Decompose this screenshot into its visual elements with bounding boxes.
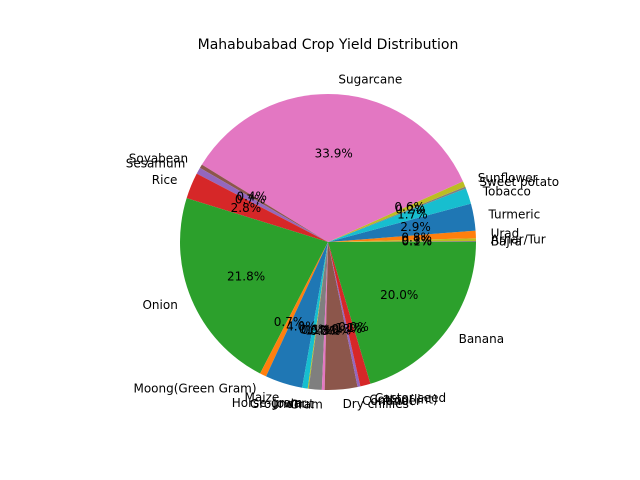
pie-slice-turmeric	[328, 203, 476, 242]
percent-label: 2.8%	[231, 201, 262, 215]
percent-label: 0.3%	[310, 324, 341, 338]
slice-label: Gram	[290, 398, 323, 412]
slice-label: Tobacco	[482, 184, 531, 198]
pie-slice-maize	[266, 242, 328, 388]
pie-slice-arhar-tur	[328, 238, 476, 242]
percent-label: 0.3%	[402, 234, 433, 248]
slice-label: Onion	[142, 298, 177, 312]
slice-label: Moong(Green Gram)	[133, 381, 256, 395]
pie-slice-sweet-potato	[328, 186, 466, 242]
percent-label: 0.1%	[402, 235, 433, 249]
pie-slice-horse-gram	[302, 242, 328, 389]
percent-label: 0.3%	[331, 322, 362, 336]
pie-slice-soyabean	[199, 164, 328, 242]
percent-label: 0.1%	[301, 323, 332, 337]
percent-label: 0.2%	[395, 202, 426, 216]
pie-slice-coriander	[328, 242, 361, 388]
slice-label: Sunflower	[478, 171, 538, 185]
percent-label: 1.1%	[335, 321, 366, 335]
pie-slices	[180, 93, 476, 390]
slice-label: Horse-gram	[232, 396, 303, 410]
percent-label: 0.6%	[394, 200, 425, 214]
slice-label: Sesamum	[126, 157, 186, 171]
percent-label: 33.9%	[315, 146, 353, 160]
slice-label: Jowar	[272, 396, 306, 410]
chart-title: Mahabubabad Crop Yield Distribution	[198, 37, 459, 53]
pie-slice-onion	[180, 198, 328, 374]
slice-label: Urad	[491, 227, 520, 241]
pie-slice-rice	[186, 173, 328, 242]
slice-label: Banana	[459, 332, 505, 346]
slice-label: Rice	[152, 173, 178, 187]
percent-label: 0.7%	[235, 192, 266, 206]
pie-slice-urad	[328, 230, 476, 242]
percent-label: 1.7%	[397, 207, 428, 221]
percent-label: 1.4%	[305, 323, 336, 337]
slice-label: Maize	[245, 390, 280, 404]
pie-slice-tobacco	[328, 188, 471, 242]
slice-label: Castor seed	[375, 391, 446, 405]
slice-label: Sugarcane	[338, 73, 402, 87]
percent-label: 20.0%	[380, 288, 418, 302]
percent-label: 0.4%	[236, 190, 267, 204]
pie-slice-sesamum	[196, 167, 328, 242]
slice-label: Soyabean	[129, 152, 188, 166]
pie-slice-groundnut	[308, 242, 328, 390]
percent-labels: 0.1%0.3%0.8%2.9%1.7%0.2%0.6%33.9%0.4%0.7…	[227, 146, 432, 337]
pie-slice-banana	[328, 242, 476, 384]
pie-slice-moong-green-gram-	[260, 242, 328, 377]
percent-label: 0.7%	[274, 315, 305, 329]
percent-label: 0.8%	[401, 230, 432, 244]
pie-slice-cotton-lint-	[328, 242, 371, 387]
percent-label: 3.5%	[321, 323, 352, 337]
pie-slice-jowar	[307, 242, 328, 389]
slice-label: Coriander	[362, 394, 421, 408]
percent-label: 2.9%	[400, 220, 431, 234]
slice-label: Dry chillies	[343, 397, 409, 411]
slice-label: Turmeric	[487, 208, 540, 222]
slice-label: Groundnut	[250, 397, 314, 411]
slice-label: Bajra	[491, 234, 522, 248]
pie-slice-sunflower	[328, 181, 466, 242]
percent-label: 0.0%	[338, 320, 369, 334]
percent-label: 4.0%	[286, 320, 317, 334]
percent-label: 21.8%	[227, 269, 265, 283]
pie-slice-bajra	[328, 241, 476, 242]
slice-label: Sweet potato	[479, 175, 559, 189]
pie-slice-dry-chillies	[324, 242, 358, 390]
slice-label: Cotton(lint)	[369, 392, 437, 406]
pie-slice-sugarcane	[201, 93, 463, 242]
pie-slice-gram	[321, 242, 328, 390]
percent-label: 0.6%	[299, 323, 330, 337]
slice-label: Arhar/Tur	[491, 232, 546, 246]
